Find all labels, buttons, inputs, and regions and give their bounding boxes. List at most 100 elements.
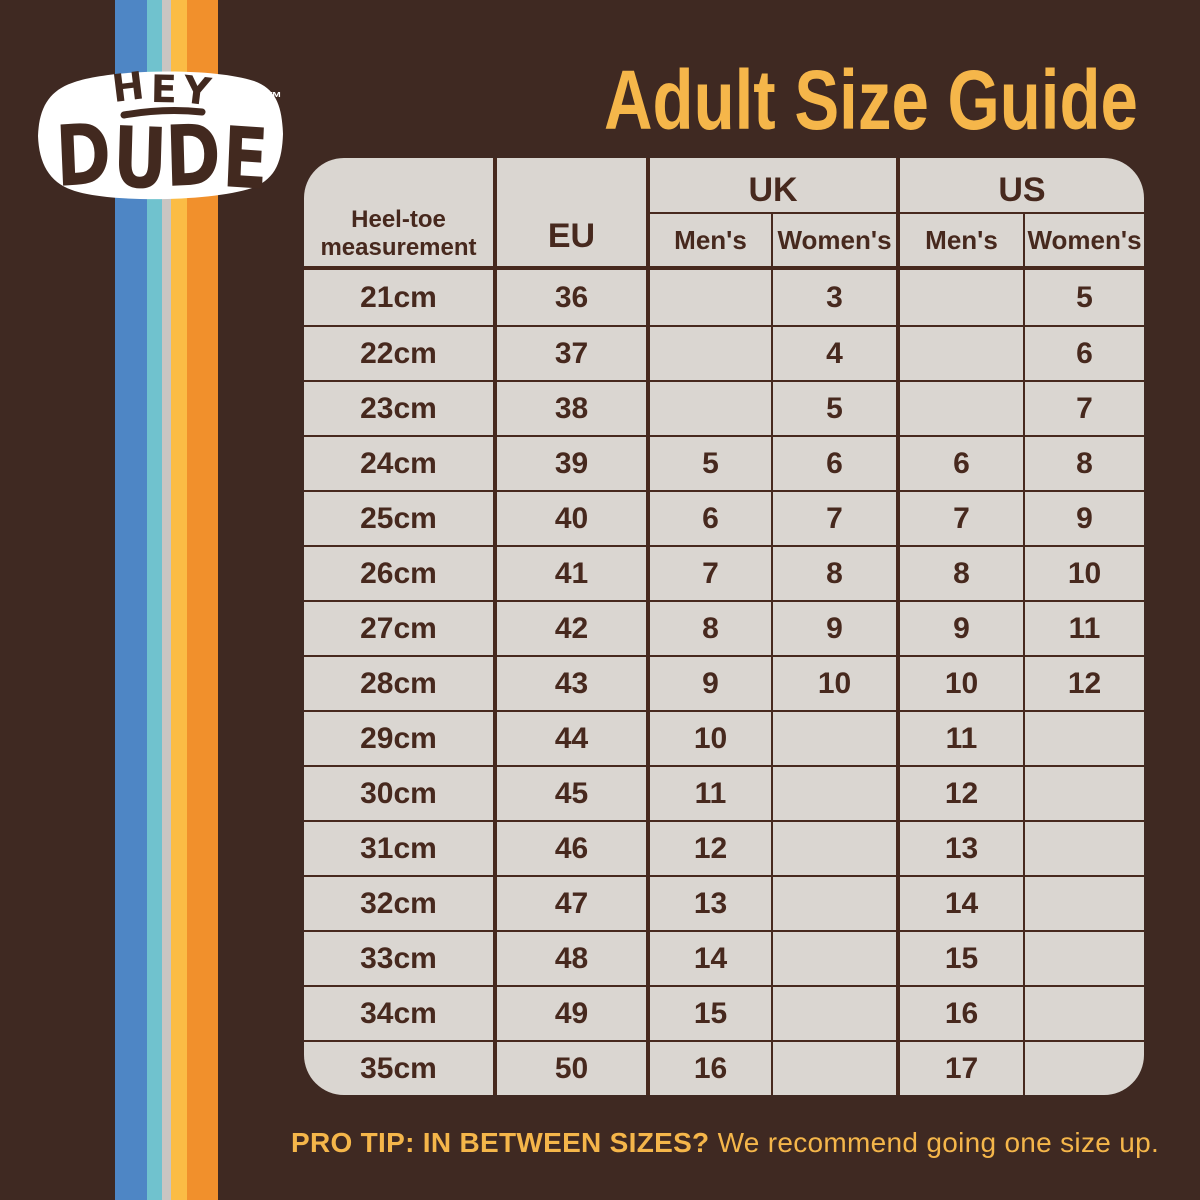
size-cell: [900, 325, 1025, 380]
size-cell: 5: [1076, 280, 1093, 314]
size-cell: 13: [650, 875, 773, 930]
header-uk-womens: Women's: [773, 214, 900, 270]
stripe-teal: [147, 0, 162, 1200]
size-cell: 11: [900, 710, 1025, 765]
size-cell: 5: [650, 435, 773, 490]
size-cell: 4: [773, 325, 900, 380]
pro-tip-bold: PRO TIP: IN BETWEEN SIZES?: [290, 1127, 710, 1158]
size-cell: 12: [1025, 655, 1144, 710]
size-cell: 9: [773, 600, 900, 655]
size-cell: [1025, 985, 1144, 1040]
size-cell: [1025, 875, 1144, 930]
size-cell: 34cm: [304, 985, 497, 1040]
size-cell: 7: [773, 490, 900, 545]
size-cell: [1025, 930, 1144, 985]
logo-text-dude: DUDE: [53, 105, 271, 208]
size-cell: 42: [497, 600, 650, 655]
header-group-uk: UK: [650, 158, 900, 214]
logo-text-hey: HEY: [110, 63, 219, 115]
size-cell: [900, 270, 1025, 325]
size-cell: 43: [497, 655, 650, 710]
size-cell: 44: [497, 710, 650, 765]
size-cell: 13: [900, 820, 1025, 875]
size-cell: 8: [1025, 435, 1144, 490]
size-cell: 32cm: [304, 875, 497, 930]
size-cell: 15: [650, 985, 773, 1040]
size-cell: 37: [497, 325, 650, 380]
stripe-gray: [162, 0, 171, 1200]
size-cell: [773, 930, 900, 985]
size-cell: 15: [900, 930, 1025, 985]
header-heel-toe-line2: measurement: [320, 234, 477, 261]
size-cell: [1025, 710, 1144, 765]
size-cell: 24cm: [304, 435, 497, 490]
retro-stripes: [0, 0, 230, 1200]
size-cell: 7: [900, 490, 1025, 545]
size-cell: 11: [650, 765, 773, 820]
size-cell: 11: [1025, 600, 1144, 655]
size-cell: 21cm: [304, 270, 497, 325]
pro-tip: PRO TIP: IN BETWEEN SIZES? We recommend …: [250, 1127, 1200, 1159]
size-cell: 29cm: [304, 710, 497, 765]
size-cell: 48: [497, 930, 650, 985]
size-cell: 8: [650, 600, 773, 655]
header-heel-toe-line1: Heel-toe: [351, 205, 446, 233]
size-cell: 40: [497, 490, 650, 545]
stripe-orange: [187, 0, 218, 1200]
size-cell: 36: [497, 270, 650, 325]
size-cell: 39: [497, 435, 650, 490]
header-heel-toe: Heel-toe measurement: [304, 158, 497, 270]
size-cell: 49: [497, 985, 650, 1040]
header-uk-mens: Men's: [650, 214, 773, 270]
size-cell: [773, 820, 900, 875]
size-cell: [1025, 765, 1144, 820]
size-cell: 6: [650, 490, 773, 545]
size-cell: 9: [900, 600, 1025, 655]
size-cell: 14: [900, 875, 1025, 930]
size-cell: 16: [900, 985, 1025, 1040]
size-cell: [900, 380, 1025, 435]
size-cell: 22cm: [304, 325, 497, 380]
page-title: Adult Size Guide: [604, 53, 1138, 147]
hey-dude-logo: HEY DUDE: [38, 63, 283, 208]
size-cell: 6: [900, 435, 1025, 490]
size-cell: 41: [497, 545, 650, 600]
size-cell: [1025, 1040, 1144, 1095]
size-cell: 8: [773, 545, 900, 600]
size-cell: [773, 710, 900, 765]
header-eu: EU: [497, 158, 650, 270]
stripe-yellow: [171, 0, 187, 1200]
size-cell: [773, 1040, 900, 1095]
size-cell: [650, 325, 773, 380]
stripe-blue: [115, 0, 147, 1200]
size-cell: 25cm: [304, 490, 497, 545]
size-cell: [650, 380, 773, 435]
size-cell: 16: [650, 1040, 773, 1095]
size-cell: 6: [773, 435, 900, 490]
size-cell: 7: [1025, 380, 1144, 435]
pro-tip-regular: We recommend going one size up.: [717, 1127, 1160, 1158]
size-cell: 31cm: [304, 820, 497, 875]
size-cell: 10: [773, 655, 900, 710]
size-cell: [773, 765, 900, 820]
size-cell: 12: [900, 765, 1025, 820]
logo-badge-shape: [38, 71, 283, 200]
size-cell: 7: [650, 545, 773, 600]
header-us-womens: Women's: [1025, 214, 1144, 270]
size-cell: 9: [650, 655, 773, 710]
size-cell: 46: [497, 820, 650, 875]
size-cell: [773, 875, 900, 930]
size-table: Heel-toe measurement EU UK US Men's Wome…: [304, 158, 1144, 1095]
size-cell: 26cm: [304, 545, 497, 600]
size-cell: 10: [650, 710, 773, 765]
size-cell: 45: [497, 765, 650, 820]
size-cell: [650, 270, 773, 325]
size-cell: 10: [1025, 545, 1144, 600]
trademark-symbol: ™: [266, 90, 282, 107]
size-cell: 3: [773, 270, 900, 325]
header-group-us: US: [900, 158, 1144, 214]
size-cell: 30cm: [304, 765, 497, 820]
size-cell: 9: [1025, 490, 1144, 545]
size-cell: 10: [900, 655, 1025, 710]
size-cell: 47: [497, 875, 650, 930]
